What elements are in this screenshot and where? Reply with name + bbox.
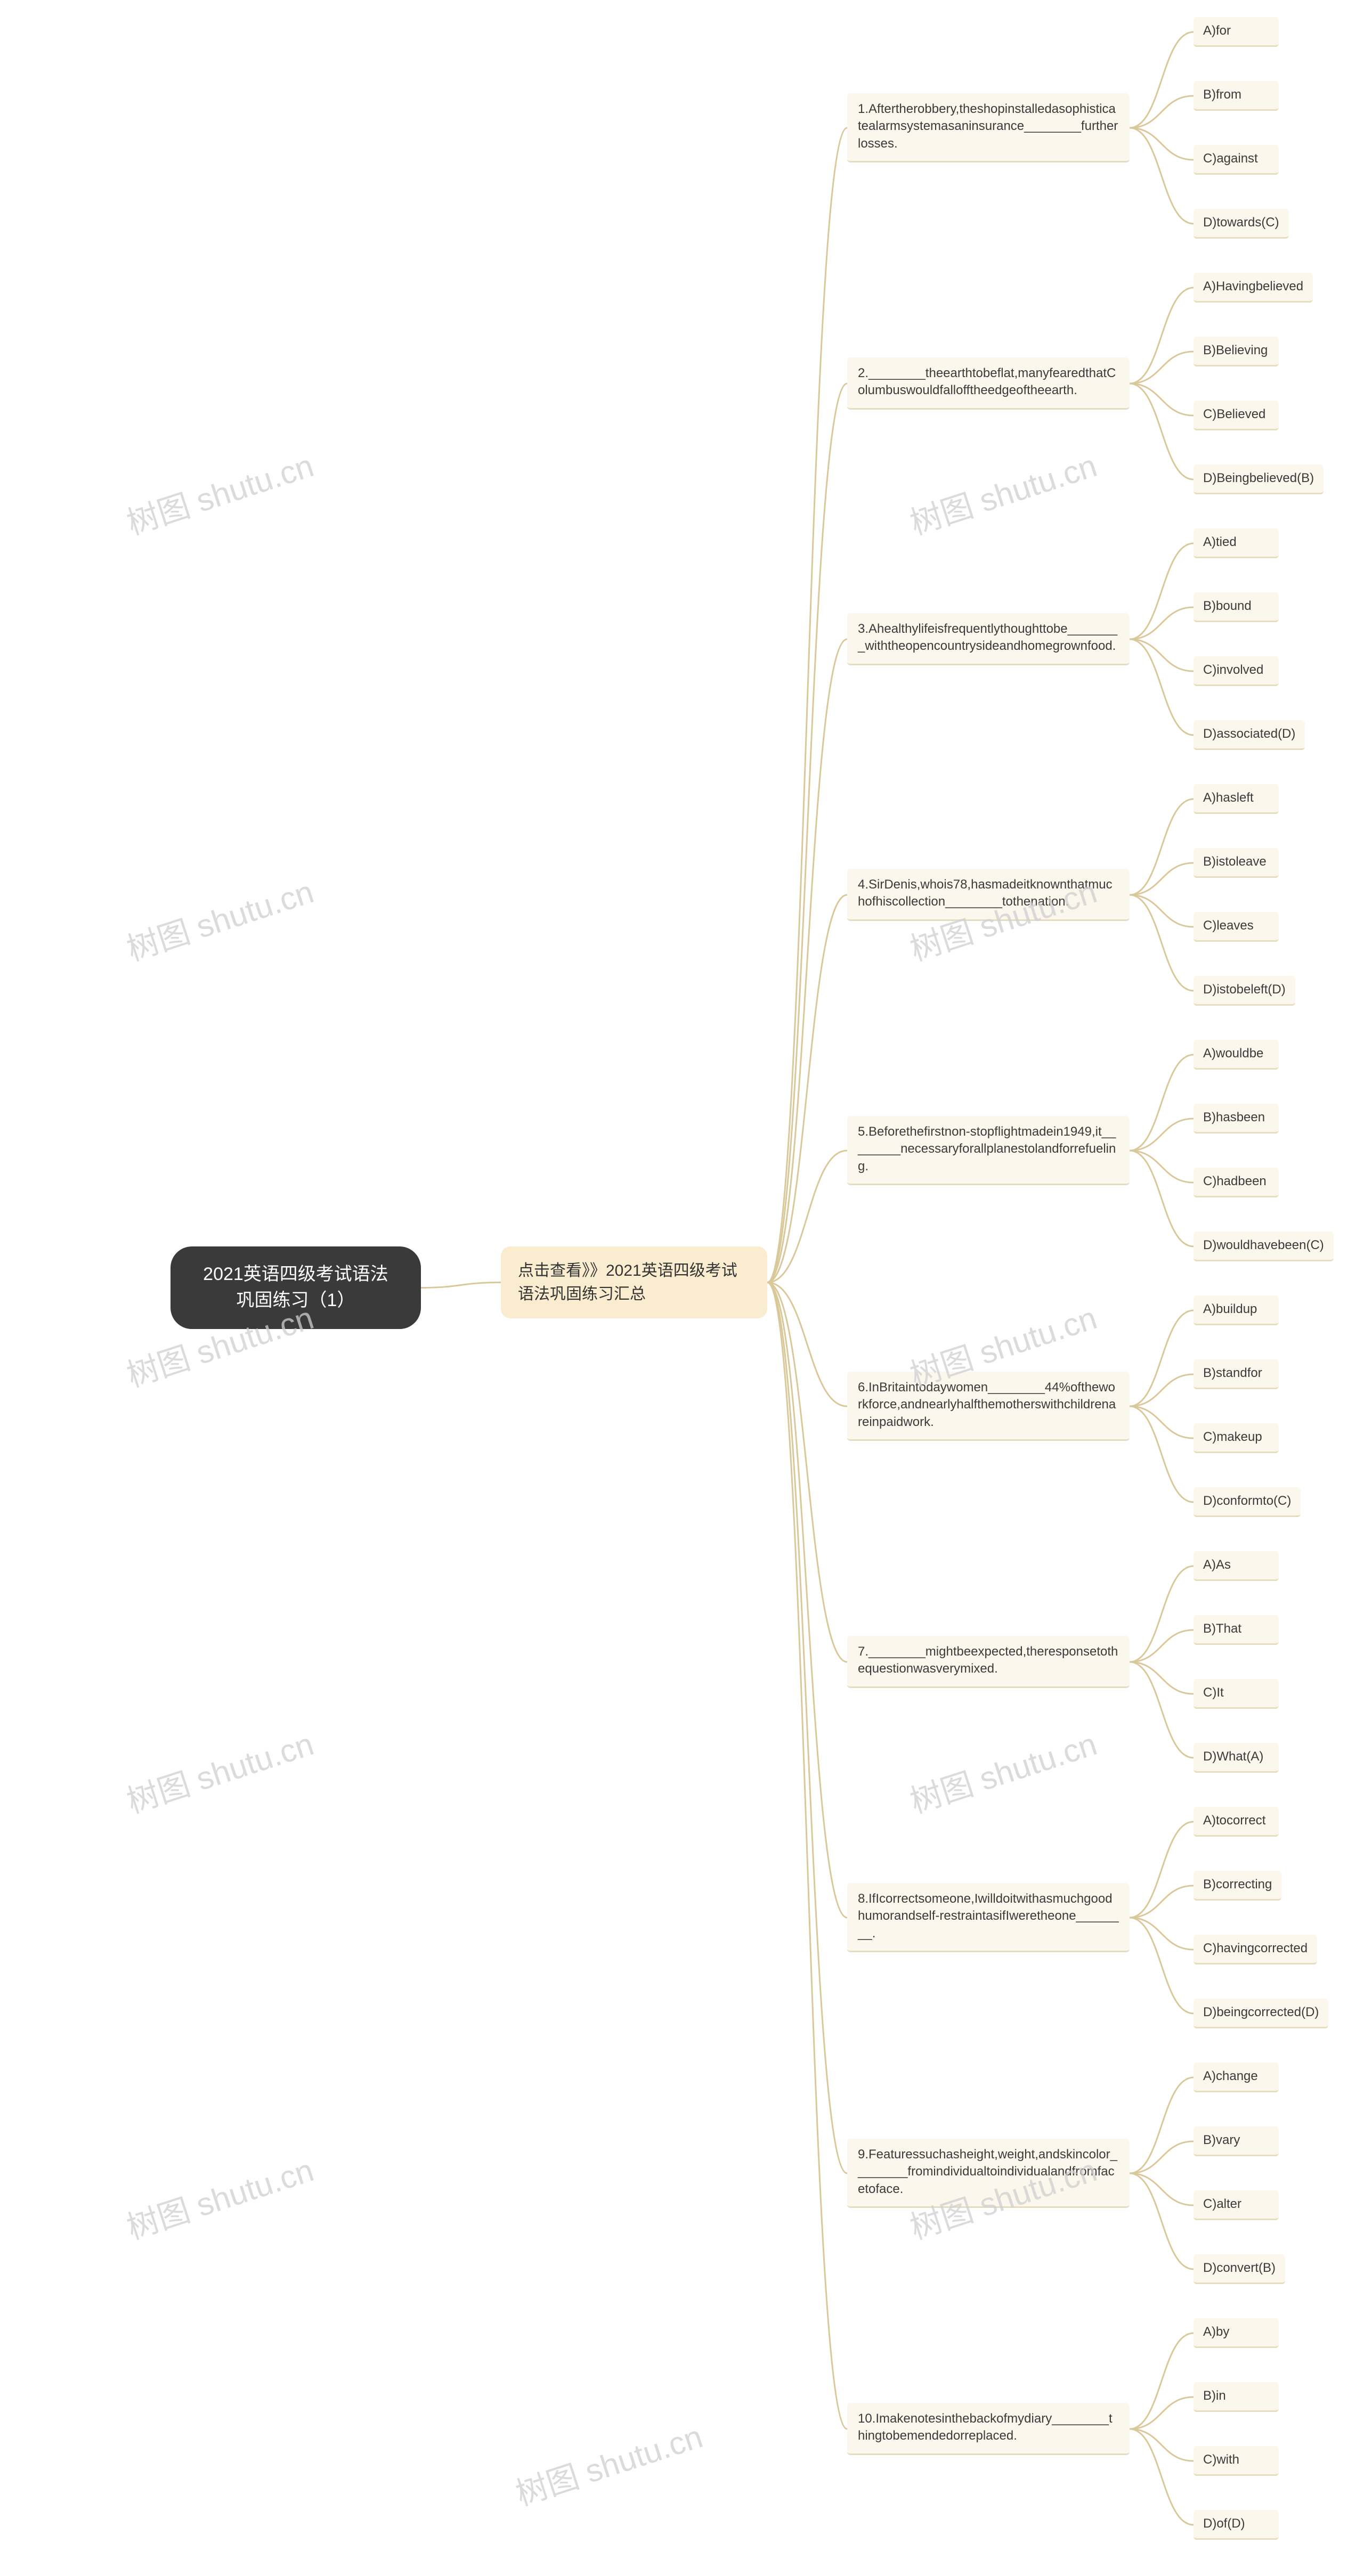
- answer-node: A)tied: [1194, 528, 1279, 558]
- answer-node: B)correcting: [1194, 1871, 1281, 1901]
- question-node: 10.Imakenotesinthebackofmydiary________t…: [847, 2403, 1130, 2455]
- answer-node: C)makeup: [1194, 1423, 1279, 1453]
- answer-node: B)hasbeen: [1194, 1104, 1279, 1134]
- answer-node: D)wouldhavebeen(C): [1194, 1232, 1334, 1261]
- answer-node: D)beingcorrected(D): [1194, 1999, 1328, 2028]
- answer-node: C)with: [1194, 2446, 1279, 2476]
- answer-node: A)wouldbe: [1194, 1040, 1279, 1070]
- watermark: 树图 shutu.cn: [120, 1718, 319, 1822]
- answer-node: C)involved: [1194, 656, 1279, 686]
- answer-node: B)in: [1194, 2382, 1279, 2412]
- answer-node: A)hasleft: [1194, 784, 1279, 814]
- answer-node: C)hadbeen: [1194, 1168, 1279, 1197]
- watermark: 树图 shutu.cn: [120, 866, 319, 970]
- answer-node: C)against: [1194, 145, 1279, 175]
- answer-node: B)vary: [1194, 2126, 1279, 2156]
- answer-node: D)of(D): [1194, 2510, 1279, 2540]
- question-node: 7.________mightbeexpected,theresponsetot…: [847, 1636, 1130, 1688]
- answer-node: D)What(A): [1194, 1743, 1279, 1773]
- question-node: 6.InBritaintodaywomen________44%ofthewor…: [847, 1372, 1130, 1441]
- answer-node: D)associated(D): [1194, 720, 1305, 750]
- watermark: 树图 shutu.cn: [903, 1718, 1102, 1822]
- mindmap-level1[interactable]: 点击查看》》2021英语四级考试语法巩固练习汇总: [501, 1246, 767, 1318]
- answer-node: C)leaves: [1194, 912, 1279, 942]
- answer-node: B)That: [1194, 1615, 1279, 1645]
- watermark: 树图 shutu.cn: [903, 440, 1102, 544]
- answer-node: D)Beingbelieved(B): [1194, 464, 1324, 494]
- question-node: 3.Ahealthylifeisfrequentlythoughttobe___…: [847, 613, 1130, 665]
- question-node: 9.Featuressuchasheight,weight,andskincol…: [847, 2139, 1130, 2208]
- watermark: 树图 shutu.cn: [120, 2145, 319, 2248]
- answer-node: C)It: [1194, 1679, 1279, 1709]
- answer-node: A)tocorrect: [1194, 1807, 1279, 1837]
- answer-node: A)buildup: [1194, 1295, 1279, 1325]
- answer-node: B)Believing: [1194, 337, 1279, 366]
- watermark: 树图 shutu.cn: [509, 2411, 708, 2515]
- answer-node: D)towards(C): [1194, 209, 1289, 239]
- answer-node: B)bound: [1194, 592, 1279, 622]
- watermark: 树图 shutu.cn: [120, 440, 319, 544]
- answer-node: D)istobeleft(D): [1194, 976, 1295, 1006]
- answer-node: A)Havingbelieved: [1194, 273, 1313, 303]
- question-node: 4.SirDenis,whois78,hasmadeitknownthatmuc…: [847, 869, 1130, 921]
- question-node: 8.IfIcorrectsomeone,Iwilldoitwithasmuchg…: [847, 1883, 1130, 1952]
- answer-node: A)change: [1194, 2063, 1279, 2092]
- answer-node: D)convert(B): [1194, 2254, 1285, 2284]
- answer-node: C)Believed: [1194, 401, 1279, 430]
- mindmap-root: 2021英语四级考试语法巩固练习（1）: [170, 1246, 421, 1329]
- answer-node: A)As: [1194, 1551, 1279, 1581]
- question-node: 1.Aftertherobbery,theshopinstalledasophi…: [847, 93, 1130, 162]
- answer-node: D)conformto(C): [1194, 1487, 1301, 1517]
- answer-node: C)alter: [1194, 2190, 1279, 2220]
- answer-node: B)standfor: [1194, 1359, 1279, 1389]
- answer-node: C)havingcorrected: [1194, 1935, 1317, 1964]
- answer-node: B)istoleave: [1194, 848, 1279, 878]
- question-node: 5.Beforethefirstnon-stopflightmadein1949…: [847, 1116, 1130, 1185]
- question-node: 2.________theearthtobeflat,manyfearedtha…: [847, 357, 1130, 410]
- answer-node: B)from: [1194, 81, 1279, 111]
- answer-node: A)for: [1194, 17, 1279, 47]
- answer-node: A)by: [1194, 2318, 1279, 2348]
